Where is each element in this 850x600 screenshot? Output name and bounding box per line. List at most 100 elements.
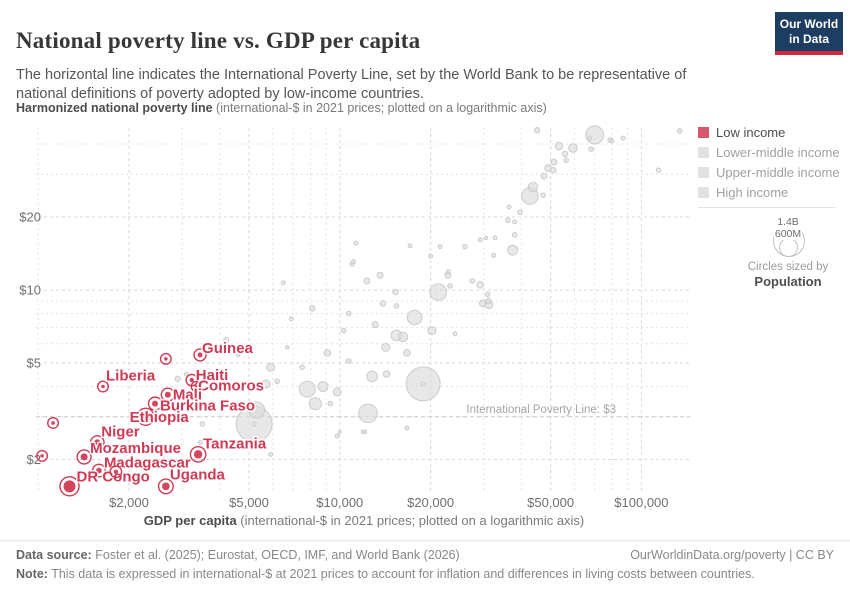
country-bubble[interactable] [445, 269, 451, 275]
country-bubble[interactable] [332, 387, 342, 397]
country-bubble[interactable] [353, 240, 359, 246]
cc-by-link[interactable]: OurWorldinData.org/poverty | CC BY [630, 548, 834, 562]
low-income-point-comoros[interactable] [194, 385, 198, 388]
low-income-point[interactable] [40, 454, 44, 458]
low-income-point-uganda[interactable] [162, 482, 170, 491]
country-bubble[interactable] [397, 331, 409, 343]
country-bubble[interactable] [299, 364, 305, 371]
country-bubble[interactable] [554, 141, 564, 151]
country-bubble[interactable] [469, 278, 476, 284]
country-bubble[interactable] [288, 316, 294, 322]
country-bubble[interactable] [550, 158, 558, 166]
low-income-point-mozambique[interactable] [80, 453, 88, 461]
country-bubble[interactable] [183, 371, 189, 377]
country-bubble[interactable] [360, 429, 365, 434]
low-income-point-tanzania[interactable] [193, 450, 203, 459]
country-bubble[interactable] [407, 243, 413, 249]
country-bubble[interactable] [199, 421, 206, 427]
country-bubble[interactable] [345, 310, 352, 317]
country-bubble[interactable] [366, 370, 378, 383]
legend-item-lower-middle-income[interactable]: Lower-middle income [698, 145, 848, 160]
country-bubble[interactable] [285, 345, 290, 350]
country-bubble[interactable] [491, 252, 497, 258]
country-bubble[interactable] [485, 297, 492, 305]
low-income-point-madagascar[interactable] [96, 467, 102, 474]
low-income-point-mali[interactable] [164, 391, 171, 398]
country-bubble[interactable] [676, 128, 683, 134]
low-income-point-ethiopia[interactable] [140, 411, 151, 422]
country-bubble[interactable] [345, 358, 352, 364]
low-income-point[interactable] [164, 357, 168, 361]
country-bubble[interactable] [174, 375, 181, 383]
country-bubble[interactable] [309, 305, 316, 312]
country-bubble[interactable] [337, 429, 342, 434]
country-bubble[interactable] [317, 381, 329, 393]
country-bubble[interactable] [404, 425, 410, 431]
country-bubble[interactable] [381, 342, 391, 352]
country-bubble[interactable] [363, 277, 371, 285]
country-bubble[interactable] [505, 217, 511, 224]
country-bubble[interactable] [447, 283, 453, 289]
country-bubble[interactable] [274, 378, 280, 385]
legend-item-upper-middle-income[interactable]: Upper-middle income [698, 165, 848, 180]
low-income-point[interactable] [113, 469, 119, 474]
country-bubble[interactable] [477, 237, 483, 243]
country-bubble[interactable] [511, 231, 518, 238]
country-bubble[interactable] [371, 321, 379, 329]
country-bubble[interactable] [350, 259, 356, 265]
country-bubble[interactable] [550, 166, 557, 174]
country-bubble[interactable] [484, 291, 491, 298]
country-bubble[interactable] [405, 366, 441, 402]
country-bubble[interactable] [462, 243, 468, 250]
country-bubble[interactable] [376, 271, 384, 279]
country-bubble[interactable] [588, 146, 594, 152]
country-bubble[interactable] [452, 331, 458, 337]
country-bubble[interactable] [222, 337, 230, 344]
low-income-point-guinea[interactable] [197, 352, 203, 358]
country-bubble[interactable] [533, 127, 541, 134]
country-bubble[interactable] [655, 167, 662, 173]
country-bubble[interactable] [437, 244, 443, 250]
country-bubble[interactable] [609, 138, 615, 144]
country-bubble[interactable] [483, 235, 489, 241]
country-bubble[interactable] [585, 125, 605, 145]
country-bubble[interactable] [403, 349, 411, 357]
country-bubble[interactable] [382, 370, 391, 378]
country-bubble[interactable] [620, 135, 626, 141]
country-bubble[interactable] [429, 283, 448, 301]
country-bubble[interactable] [280, 280, 286, 286]
country-bubble[interactable] [540, 192, 546, 198]
country-bubble[interactable] [261, 379, 271, 389]
country-bubble[interactable] [428, 253, 434, 259]
country-bubble[interactable] [340, 327, 347, 334]
country-bubble[interactable] [235, 352, 241, 358]
country-bubble[interactable] [298, 380, 316, 398]
country-bubble[interactable] [507, 244, 519, 256]
country-bubble[interactable] [248, 401, 266, 419]
low-income-point-dr-congo[interactable] [63, 480, 76, 493]
country-bubble[interactable] [527, 181, 539, 193]
country-bubble[interactable] [334, 433, 340, 439]
country-bubble[interactable] [476, 281, 484, 289]
country-bubble[interactable] [563, 157, 569, 163]
legend-item-low-income[interactable]: Low income [698, 125, 848, 140]
country-bubble[interactable] [266, 362, 276, 372]
legend-item-high-income[interactable]: High income [698, 185, 848, 200]
country-bubble[interactable] [393, 303, 400, 309]
country-bubble[interactable] [268, 451, 274, 457]
country-bubble[interactable] [379, 300, 387, 307]
country-bubble[interactable] [392, 288, 399, 296]
low-income-point-liberia[interactable] [101, 384, 105, 389]
country-bubble[interactable] [587, 135, 593, 141]
country-bubble[interactable] [506, 204, 512, 210]
country-bubble[interactable] [427, 326, 437, 336]
owid-logo[interactable]: Our World in Data [775, 12, 843, 55]
country-bubble[interactable] [244, 347, 249, 352]
country-bubble[interactable] [492, 235, 498, 241]
country-bubble[interactable] [512, 219, 518, 225]
country-bubble[interactable] [323, 349, 332, 357]
country-bubble[interactable] [406, 309, 423, 326]
country-bubble[interactable] [197, 440, 203, 446]
country-bubble[interactable] [561, 150, 569, 158]
